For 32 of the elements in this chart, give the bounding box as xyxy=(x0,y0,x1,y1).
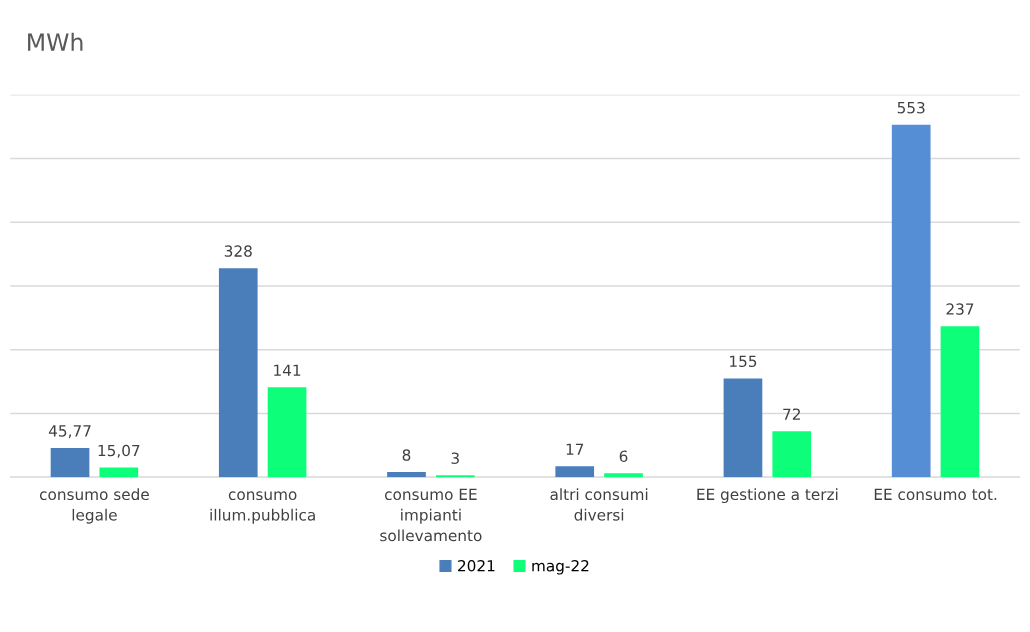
x-tick-label: consumo illum.pubblica xyxy=(210,491,315,524)
data-label: 72 xyxy=(783,408,800,420)
data-label: 45,77 xyxy=(48,425,91,439)
bar xyxy=(267,387,307,478)
bar xyxy=(772,431,812,478)
bar xyxy=(604,473,643,478)
x-tick-label: EE gestione a terzi xyxy=(697,488,838,504)
bar xyxy=(891,124,931,478)
data-label: 155 xyxy=(730,355,757,368)
data-label: 141 xyxy=(274,364,301,376)
x-tick-label: EE consumo tot. xyxy=(874,488,997,501)
x-tick-label: consumo sede legale xyxy=(39,488,149,524)
legend-label: 2021 xyxy=(458,560,495,572)
data-label: 6 xyxy=(619,450,628,463)
data-label: 3 xyxy=(451,452,459,464)
x-tick-label: consumo EE impianti sollevamento xyxy=(380,488,482,542)
bar xyxy=(50,447,90,478)
bar xyxy=(218,268,258,478)
bar xyxy=(940,326,980,478)
data-label: 328 xyxy=(224,245,252,257)
x-tick-label: altri consumi diversi xyxy=(550,488,648,521)
bar xyxy=(99,467,139,478)
legend-label: mag-22 xyxy=(532,560,589,575)
chart-title: MWh xyxy=(28,32,83,51)
data-label: 237 xyxy=(946,303,974,315)
bar xyxy=(723,378,763,478)
data-label: 15,07 xyxy=(98,444,140,458)
data-label: 8 xyxy=(402,449,411,461)
data-label: 553 xyxy=(897,101,925,114)
bar xyxy=(555,466,595,478)
data-label: 17 xyxy=(566,443,584,455)
bar xyxy=(387,472,426,478)
